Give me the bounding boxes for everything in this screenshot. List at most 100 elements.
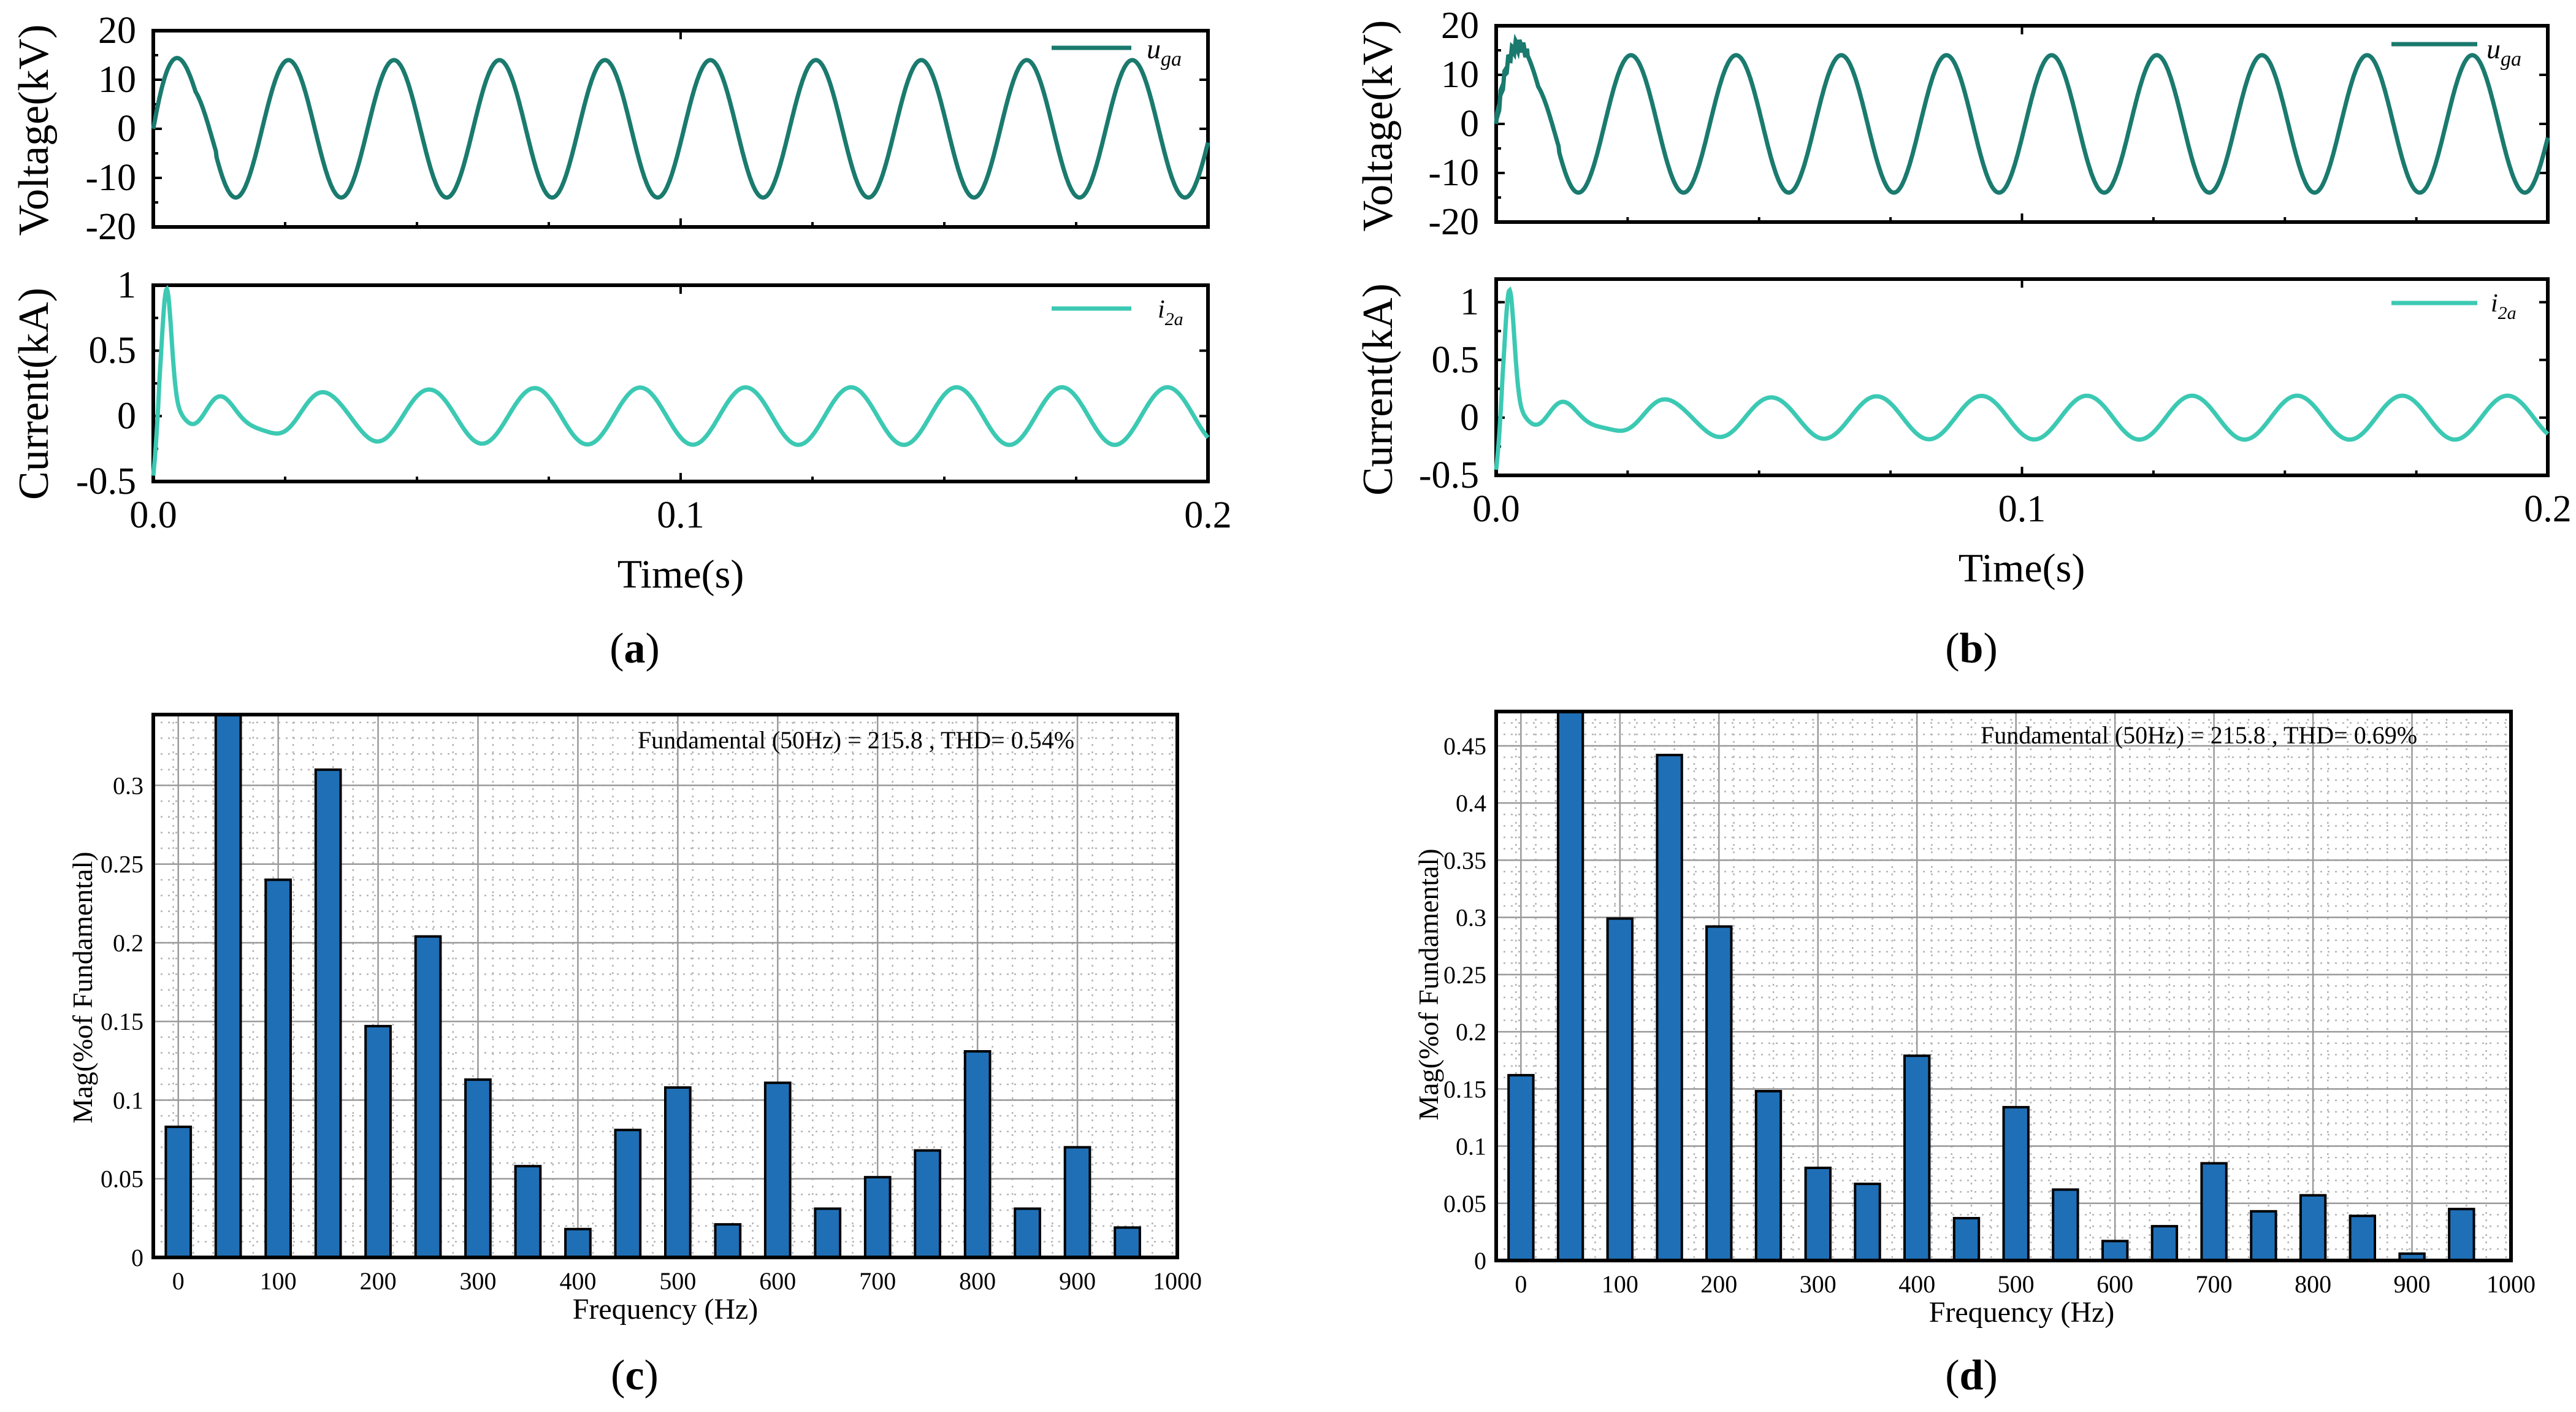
panel-a: 20 10 0 -10 -20 uga Voltage(kV) 1 0.5 0 -0.5 i2… <box>10 10 1232 672</box>
bar-350hz <box>1854 1183 1881 1262</box>
panel-a-xticks: 0.0 0.1 0.2 <box>129 494 1232 536</box>
bar-300hz <box>464 1078 492 1259</box>
ytick-label: 10 <box>1441 54 1479 96</box>
panel-c-annotation: Fundamental (50Hz) = 215.8 , THD= 0.54% <box>638 726 1074 754</box>
panel-a-voltage-ylabel: Voltage(kV) <box>10 25 58 236</box>
xtick-label: 100 <box>1602 1270 1638 1298</box>
ytick-label: 0.25 <box>101 851 143 878</box>
xtick-label: 900 <box>2394 1270 2431 1298</box>
xtick-label: 1000 <box>2486 1270 2536 1298</box>
panel-b-current-plot: 1 0.5 0 -0.5 i2a Current(kA) <box>1355 277 2550 496</box>
panel-d: 0 0.05 0.1 0.15 0.2 0.25 0.3 0.35 0.4 0.45 0 100 20… <box>1413 710 2536 1399</box>
ytick-label: 0.3 <box>1456 904 1486 932</box>
xtick-label: 400 <box>1898 1270 1935 1298</box>
bar-300hz <box>1804 1167 1832 1262</box>
bar-550hz <box>714 1223 742 1259</box>
xtick-label: 900 <box>1059 1267 1096 1295</box>
ytick-label: 0.25 <box>1443 961 1486 989</box>
panel-a-current-plot: 1 0.5 0 -0.5 i2a Current(kA) <box>10 264 1210 502</box>
bar-650hz <box>2150 1225 2179 1262</box>
xtick-label: 0 <box>1515 1270 1527 1298</box>
ytick-label: 0.1 <box>113 1086 143 1114</box>
ytick-label: 0.2 <box>1456 1018 1486 1046</box>
bar-200hz <box>364 1024 392 1259</box>
ytick-label: -0.5 <box>1419 455 1479 496</box>
panel-d-annotation: Fundamental (50Hz) = 215.8 , THD= 0.69% <box>1981 721 2417 749</box>
xtick-label: 600 <box>759 1267 796 1295</box>
ytick-label: 0.2 <box>113 929 143 957</box>
xtick-label: 300 <box>460 1267 497 1295</box>
panel-b-xticks: 0.0 0.1 0.2 <box>1472 488 2572 530</box>
panel-a-voltage-legend: uga <box>1147 33 1182 71</box>
xtick-label: 700 <box>859 1267 896 1295</box>
bar-600hz <box>2101 1240 2129 1262</box>
bar-350hz <box>514 1165 542 1259</box>
bar-100hz <box>264 878 292 1259</box>
ytick-label: 0.05 <box>101 1165 143 1193</box>
bar-0hz <box>1507 1073 1535 1262</box>
ytick-label: 0.5 <box>89 330 137 372</box>
panel-c-caption: (c) <box>611 1352 659 1399</box>
panel-a-voltage-line <box>151 56 1210 200</box>
bar-50hz <box>214 713 242 1259</box>
bar-100hz <box>1606 917 1634 1262</box>
panel-c-axes <box>151 713 1179 1259</box>
bar-950hz <box>1114 1226 1141 1259</box>
panel-b-voltage-ylabel: Voltage(kV) <box>1355 20 1402 232</box>
panel-a-xlabel: Time(s) <box>617 552 744 597</box>
ytick-label: 0.45 <box>1443 732 1486 760</box>
bar-450hz <box>614 1129 642 1259</box>
bar-900hz <box>1063 1146 1091 1259</box>
bar-700hz <box>863 1176 892 1259</box>
bar-950hz <box>2448 1208 2475 1262</box>
xtick-label: 800 <box>959 1267 996 1295</box>
panel-c-ylabel: Mag(%of Fundamental) <box>67 851 98 1123</box>
bar-250hz <box>414 935 442 1259</box>
xtick-label: 700 <box>2196 1270 2233 1298</box>
ytick-label: 0 <box>131 1244 143 1272</box>
ytick-label: -20 <box>85 206 136 248</box>
ytick-label: 0.4 <box>1456 789 1486 817</box>
xtick-label: 800 <box>2295 1270 2331 1298</box>
panel-b: 20 10 0 -10 -20 uga Voltage(kV) 1 0.5 0 -0.5 i2… <box>1355 5 2572 672</box>
ytick-label: 0 <box>117 395 136 437</box>
bar-500hz <box>664 1086 692 1259</box>
panel-a-current-ylabel: Current(kA) <box>10 288 58 500</box>
panel-a-caption: (a) <box>610 625 660 672</box>
bar-850hz <box>1014 1207 1041 1259</box>
panel-a-voltage-plot: 20 10 0 -10 -20 uga Voltage(kV) <box>10 10 1210 248</box>
panel-b-current-line <box>1494 286 2550 470</box>
ytick-label: 0 <box>1460 103 1479 145</box>
panel-d-ylabel: Mag(%of Fundamental) <box>1413 848 1444 1120</box>
panel-b-caption: (b) <box>1945 625 1998 672</box>
bar-500hz <box>2002 1106 2030 1262</box>
panel-d-xticks: 0 100 200 300 400 500 600 700 800 900 1000 <box>1515 1270 2536 1298</box>
panel-c-yticks: 0 0.05 0.1 0.15 0.2 0.25 0.3 <box>101 772 143 1272</box>
panel-a-current-legend: i2a <box>1158 296 1183 329</box>
panel-c: 0 0.05 0.1 0.15 0.2 0.25 0.3 0 100 200 300 400 500 6… <box>67 713 1202 1399</box>
ytick-label: 1 <box>1460 282 1479 323</box>
xtick-label: 0.0 <box>129 494 177 536</box>
ytick-label: 10 <box>98 59 136 101</box>
ytick-label: 1 <box>117 264 136 306</box>
ytick-label: 0.3 <box>113 772 143 799</box>
panel-c-xlabel: Frequency (Hz) <box>573 1293 759 1326</box>
ytick-label: 0 <box>117 108 136 150</box>
ytick-label: 0.5 <box>1432 339 1480 381</box>
ytick-label: 20 <box>1441 5 1479 47</box>
panel-d-axes <box>1494 710 2513 1262</box>
ytick-label: 0 <box>1474 1247 1486 1275</box>
bar-650hz <box>814 1207 842 1259</box>
panel-d-caption: (d) <box>1945 1352 1998 1399</box>
panel-b-voltage-legend: uga <box>2486 33 2521 71</box>
panel-b-current-legend: i2a <box>2491 290 2517 323</box>
bar-850hz <box>2349 1214 2377 1262</box>
bar-50hz <box>1556 710 1584 1262</box>
panel-a-current-yticks: 1 0.5 0 -0.5 <box>76 264 1209 502</box>
bar-600hz <box>763 1081 792 1259</box>
ytick-label: 0.15 <box>1443 1075 1486 1103</box>
xtick-label: 0.1 <box>1998 488 2046 530</box>
panel-b-current-yticks: 1 0.5 0 -0.5 <box>1419 279 2549 496</box>
panel-d-xlabel: Frequency (Hz) <box>1929 1296 2115 1329</box>
